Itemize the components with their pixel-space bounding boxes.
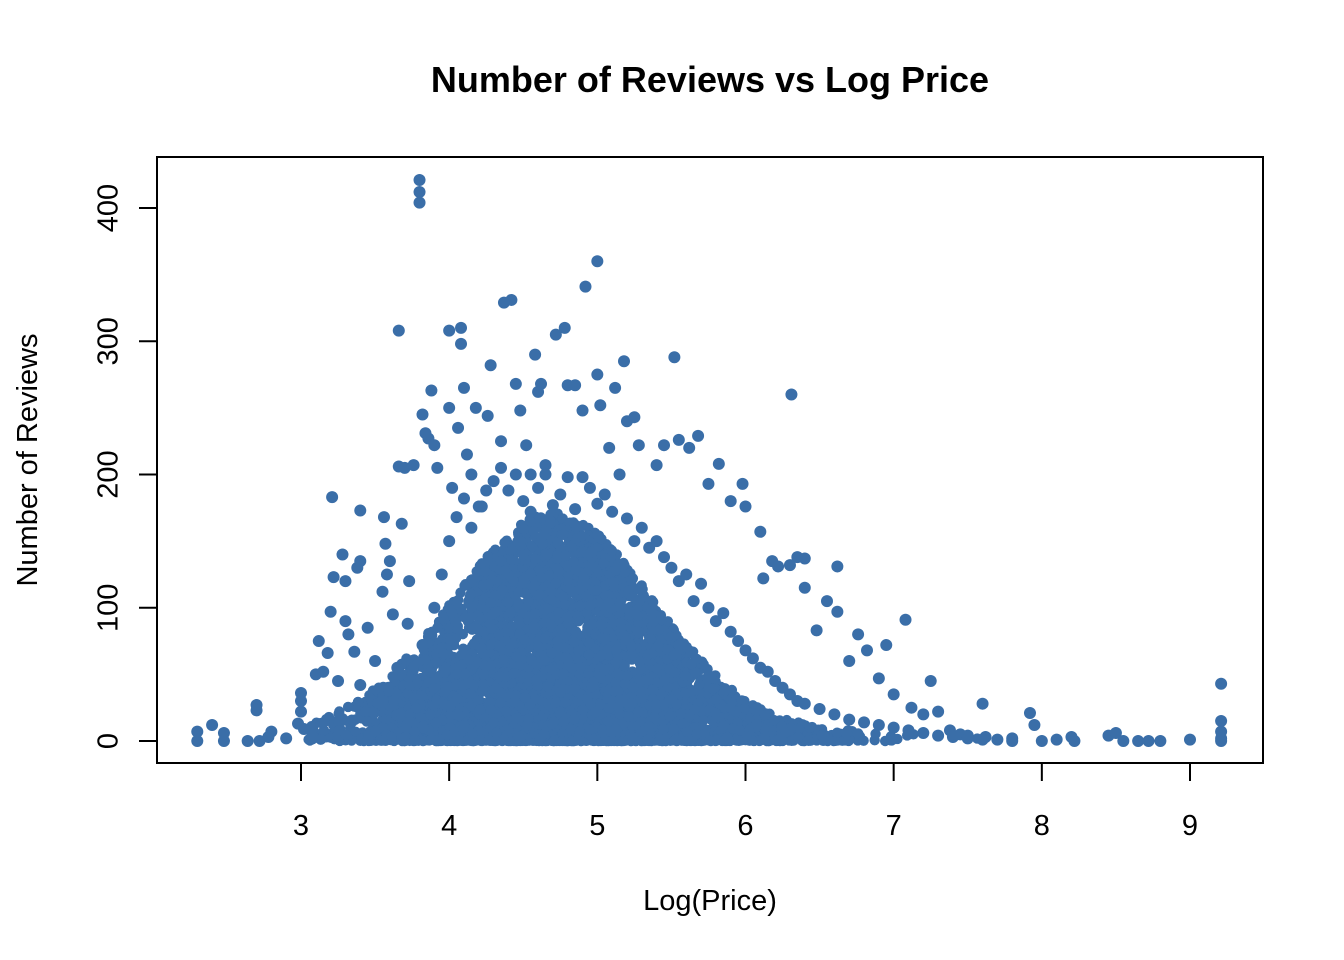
scatter-point xyxy=(439,686,451,698)
scatter-point xyxy=(803,735,814,746)
scatter-point xyxy=(465,588,477,600)
scatter-point xyxy=(690,667,701,678)
scatter-point xyxy=(739,703,750,715)
scatter-points xyxy=(191,174,1228,747)
scatter-point xyxy=(518,574,529,586)
scatter-point xyxy=(573,645,584,656)
scatter-point xyxy=(546,647,558,659)
scatter-point xyxy=(499,537,510,548)
scatter-point xyxy=(525,568,536,580)
scatter-point xyxy=(736,695,748,706)
scatter-point xyxy=(568,556,579,568)
scatter-point xyxy=(466,602,477,613)
chart-title: Number of Reviews vs Log Price xyxy=(431,59,989,100)
scatter-point xyxy=(491,606,503,617)
scatter-point xyxy=(424,666,436,678)
scatter-point xyxy=(886,735,897,746)
scatter-point xyxy=(526,540,538,551)
scatter-point xyxy=(560,599,571,611)
scatter-point xyxy=(505,607,516,619)
scatter-point xyxy=(689,704,700,715)
scatter-point xyxy=(459,668,471,680)
scatter-point xyxy=(546,594,557,605)
scatter-point xyxy=(473,695,484,706)
scatter-point xyxy=(440,664,452,676)
scatter-point xyxy=(586,559,598,571)
scatter-point xyxy=(465,611,477,623)
scatter-point xyxy=(478,669,489,680)
scatter-point xyxy=(636,686,647,697)
scatter-point xyxy=(333,715,345,727)
scatter-point xyxy=(870,728,881,740)
scatter-point xyxy=(342,701,354,713)
scatter-point xyxy=(550,578,561,589)
scatter-point xyxy=(467,574,478,585)
scatter-point xyxy=(408,692,420,703)
scatter-point xyxy=(675,708,687,719)
scatter-point xyxy=(416,690,428,702)
scatter-point xyxy=(645,633,656,644)
scatter-point xyxy=(352,696,364,708)
scatter-point xyxy=(578,572,589,584)
scatter-point xyxy=(459,580,470,592)
scatter-point xyxy=(367,706,378,717)
scatter-point xyxy=(452,594,464,606)
scatter-point xyxy=(595,699,606,710)
scatter-point xyxy=(360,706,371,717)
scatter-point xyxy=(635,664,646,675)
scatter-point xyxy=(647,596,659,608)
scatter-point xyxy=(707,683,719,694)
scatter-point xyxy=(316,734,327,745)
scatter-point xyxy=(471,656,483,668)
scatter-point xyxy=(530,553,541,565)
scatter-point xyxy=(316,717,327,729)
scatter-point xyxy=(642,674,654,686)
scatter-point xyxy=(541,603,553,614)
scatter-point xyxy=(852,728,864,739)
scatter-point xyxy=(620,678,631,689)
scatter-point xyxy=(626,654,638,665)
scatter-point xyxy=(430,648,442,659)
scatter-point xyxy=(634,676,646,687)
scatter-point xyxy=(535,536,546,547)
scatter-point xyxy=(647,684,659,695)
scatter-point xyxy=(438,648,449,659)
scatter-point xyxy=(361,716,372,727)
scatter-point xyxy=(831,727,843,738)
scatter-point xyxy=(445,709,456,721)
scatter-point xyxy=(793,724,804,735)
